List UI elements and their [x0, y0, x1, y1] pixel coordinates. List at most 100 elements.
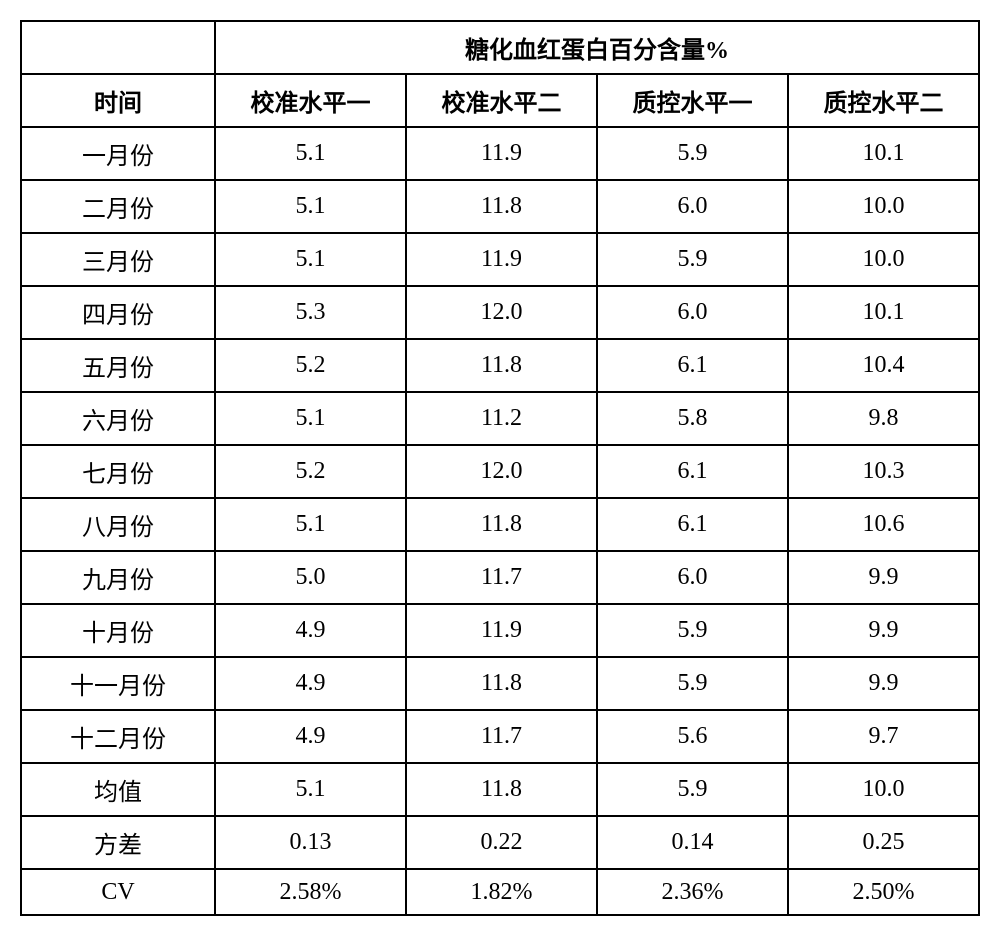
cell: 5.2: [215, 445, 406, 498]
row-label: 六月份: [21, 392, 215, 445]
cell: 0.25: [788, 816, 979, 869]
table-row: 十二月份 4.9 11.7 5.6 9.7: [21, 710, 979, 763]
cell: 5.1: [215, 127, 406, 180]
table-row: 二月份 5.1 11.8 6.0 10.0: [21, 180, 979, 233]
cell: 6.0: [597, 180, 788, 233]
cell: 10.0: [788, 233, 979, 286]
row-label: 九月份: [21, 551, 215, 604]
row-label: 八月份: [21, 498, 215, 551]
cell: 9.9: [788, 604, 979, 657]
cell: 11.8: [406, 657, 597, 710]
row-label: 十一月份: [21, 657, 215, 710]
cell: 1.82%: [406, 869, 597, 915]
cell: 0.22: [406, 816, 597, 869]
cell: 2.36%: [597, 869, 788, 915]
cell: 5.9: [597, 233, 788, 286]
row-label: 方差: [21, 816, 215, 869]
cell: 6.0: [597, 551, 788, 604]
cell: 9.9: [788, 551, 979, 604]
header-blank-cell: [21, 21, 215, 74]
cell: 6.1: [597, 339, 788, 392]
table-row: 三月份 5.1 11.9 5.9 10.0: [21, 233, 979, 286]
cell: 5.1: [215, 233, 406, 286]
header-title-cell: 糖化血红蛋白百分含量%: [215, 21, 979, 74]
table-row: CV 2.58% 1.82% 2.36% 2.50%: [21, 869, 979, 915]
row-label: 二月份: [21, 180, 215, 233]
cell: 11.9: [406, 604, 597, 657]
cell: 6.1: [597, 445, 788, 498]
table-row: 方差 0.13 0.22 0.14 0.25: [21, 816, 979, 869]
cell: 2.58%: [215, 869, 406, 915]
row-label: 五月份: [21, 339, 215, 392]
hba1c-data-table: 糖化血红蛋白百分含量% 时间 校准水平一 校准水平二 质控水平一 质控水平二 一…: [20, 20, 980, 916]
cell: 10.0: [788, 763, 979, 816]
cell: 10.1: [788, 127, 979, 180]
cell: 5.0: [215, 551, 406, 604]
cell: 12.0: [406, 445, 597, 498]
table-row: 均值 5.1 11.8 5.9 10.0: [21, 763, 979, 816]
row-label: 七月份: [21, 445, 215, 498]
table-row: 四月份 5.3 12.0 6.0 10.1: [21, 286, 979, 339]
row-label: 四月份: [21, 286, 215, 339]
cell: 5.1: [215, 180, 406, 233]
table-row: 十一月份 4.9 11.8 5.9 9.9: [21, 657, 979, 710]
row-label: 三月份: [21, 233, 215, 286]
cell: 4.9: [215, 710, 406, 763]
cell: 5.9: [597, 763, 788, 816]
table-row: 六月份 5.1 11.2 5.8 9.8: [21, 392, 979, 445]
header-title-row: 糖化血红蛋白百分含量%: [21, 21, 979, 74]
col-header-2: 质控水平一: [597, 74, 788, 127]
table-row: 八月份 5.1 11.8 6.1 10.6: [21, 498, 979, 551]
cell: 10.6: [788, 498, 979, 551]
cell: 11.8: [406, 498, 597, 551]
cell: 10.3: [788, 445, 979, 498]
cell: 11.7: [406, 710, 597, 763]
table-row: 五月份 5.2 11.8 6.1 10.4: [21, 339, 979, 392]
table-row: 七月份 5.2 12.0 6.1 10.3: [21, 445, 979, 498]
cell: 6.1: [597, 498, 788, 551]
cell: 5.1: [215, 763, 406, 816]
cell: 0.13: [215, 816, 406, 869]
cell: 11.8: [406, 339, 597, 392]
cell: 11.8: [406, 180, 597, 233]
row-label: CV: [21, 869, 215, 915]
cell: 12.0: [406, 286, 597, 339]
cell: 5.6: [597, 710, 788, 763]
cell: 5.1: [215, 498, 406, 551]
cell: 5.2: [215, 339, 406, 392]
cell: 5.9: [597, 127, 788, 180]
row-label: 一月份: [21, 127, 215, 180]
cell: 10.0: [788, 180, 979, 233]
table-row: 九月份 5.0 11.7 6.0 9.9: [21, 551, 979, 604]
cell: 10.1: [788, 286, 979, 339]
col-header-0: 校准水平一: [215, 74, 406, 127]
header-columns-row: 时间 校准水平一 校准水平二 质控水平一 质控水平二: [21, 74, 979, 127]
table-row: 一月份 5.1 11.9 5.9 10.1: [21, 127, 979, 180]
col-header-3: 质控水平二: [788, 74, 979, 127]
col-header-1: 校准水平二: [406, 74, 597, 127]
cell: 5.8: [597, 392, 788, 445]
cell: 11.2: [406, 392, 597, 445]
cell: 4.9: [215, 657, 406, 710]
cell: 5.9: [597, 657, 788, 710]
cell: 6.0: [597, 286, 788, 339]
cell: 11.7: [406, 551, 597, 604]
cell: 5.1: [215, 392, 406, 445]
cell: 11.9: [406, 127, 597, 180]
row-label: 十二月份: [21, 710, 215, 763]
cell: 5.9: [597, 604, 788, 657]
cell: 2.50%: [788, 869, 979, 915]
row-label: 均值: [21, 763, 215, 816]
cell: 5.3: [215, 286, 406, 339]
row-header-col: 时间: [21, 74, 215, 127]
cell: 10.4: [788, 339, 979, 392]
cell: 9.7: [788, 710, 979, 763]
cell: 4.9: [215, 604, 406, 657]
cell: 11.9: [406, 233, 597, 286]
row-label: 十月份: [21, 604, 215, 657]
cell: 11.8: [406, 763, 597, 816]
table-row: 十月份 4.9 11.9 5.9 9.9: [21, 604, 979, 657]
cell: 9.8: [788, 392, 979, 445]
cell: 0.14: [597, 816, 788, 869]
cell: 9.9: [788, 657, 979, 710]
